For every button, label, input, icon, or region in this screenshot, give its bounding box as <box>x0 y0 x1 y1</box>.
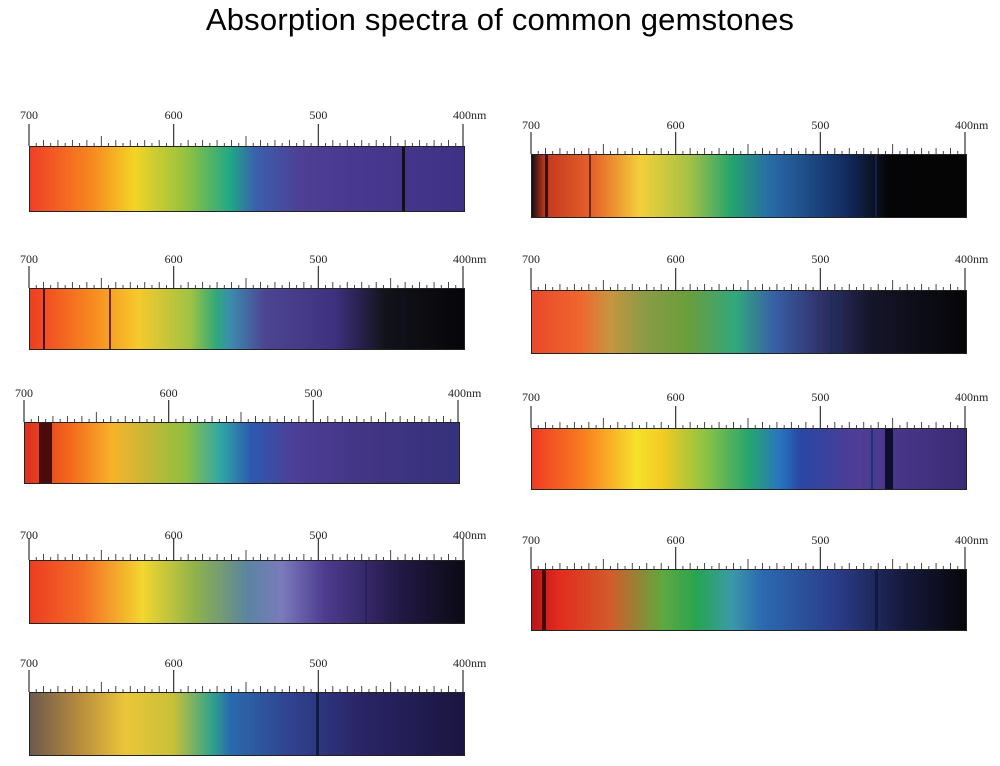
spectrum-8: 700 600 500 400nm <box>522 533 992 643</box>
scale-label: 700 <box>20 656 38 670</box>
absorption-line <box>364 561 367 623</box>
spectrum-band <box>29 288 465 350</box>
spectrum-band <box>531 428 967 490</box>
scale-label: 500 <box>811 118 830 132</box>
scale-label: 500 <box>811 252 830 266</box>
scale-label: 700 <box>20 252 38 266</box>
spectrum-band <box>531 290 967 354</box>
wavelength-ruler <box>530 547 966 569</box>
absorption-line <box>830 291 833 353</box>
spectrum-1: 700 600 500 400nm <box>20 108 490 218</box>
scale-label: 600 <box>666 533 685 547</box>
scale-label: 600 <box>164 528 183 542</box>
absorption-line <box>874 570 878 630</box>
scale-label: 600 <box>164 656 183 670</box>
scale-label: 700 <box>20 528 38 542</box>
spectrum-gradient <box>30 147 464 211</box>
absorption-line <box>839 291 842 353</box>
scale-label: 400nm <box>954 390 989 404</box>
wavelength-ruler <box>28 124 464 146</box>
spectrum-gradient <box>532 570 966 630</box>
spectrum-band <box>29 146 465 212</box>
absorption-line <box>108 289 111 349</box>
absorption-line <box>544 155 548 217</box>
scale-label: 500 <box>309 528 328 542</box>
spectrum-5: 700 600 500 400nm <box>15 386 485 496</box>
spectrum-band <box>531 569 967 631</box>
spectrum-gradient <box>532 291 966 353</box>
scale-label: 500 <box>309 252 328 266</box>
absorption-line <box>875 155 878 217</box>
scale-label: 500 <box>309 108 328 122</box>
wavelength-ruler <box>530 268 966 290</box>
absorption-line <box>376 561 378 623</box>
spectrum-gradient <box>30 561 464 623</box>
scale-label: 700 <box>20 108 38 122</box>
scale-label: 400nm <box>447 386 482 400</box>
scale-label: 500 <box>811 533 830 547</box>
wavelength-ruler <box>28 670 464 692</box>
spectrum-6: 700 600 500 400nm <box>522 390 992 500</box>
scale-label: 600 <box>164 108 183 122</box>
wavelength-ruler <box>23 400 459 422</box>
scale-label: 400nm <box>452 108 487 122</box>
spectrum-band <box>24 422 460 484</box>
absorption-line <box>401 147 405 211</box>
absorption-line <box>588 155 591 217</box>
spectrum-7: 700 600 500 400nm <box>20 528 490 638</box>
absorption-line <box>885 429 894 489</box>
wavelength-ruler <box>28 538 464 560</box>
scale-label: 600 <box>666 390 685 404</box>
scale-label: 500 <box>304 386 323 400</box>
scale-label: 700 <box>522 118 540 132</box>
scale-label: 400nm <box>452 528 487 542</box>
scale-label: 400nm <box>452 656 487 670</box>
spectrum-gradient <box>30 289 464 349</box>
scale-label: 600 <box>666 252 685 266</box>
scale-label: 500 <box>309 656 328 670</box>
spectrum-3: 700 600 500 400nm <box>20 252 490 362</box>
spectrum-2: 700 600 500 400nm <box>522 118 992 228</box>
scale-label: 700 <box>522 390 540 404</box>
spectrum-4: 700 600 500 400nm <box>522 252 992 362</box>
absorption-line <box>541 570 546 630</box>
page-title: Absorption spectra of common gemstones <box>205 2 795 37</box>
spectrum-band <box>29 560 465 624</box>
spectrum-gradient <box>532 429 966 489</box>
absorption-line <box>43 289 46 349</box>
wavelength-ruler <box>530 132 966 154</box>
absorption-line <box>870 429 873 489</box>
spectrum-9: 700 600 500 400nm <box>20 656 490 766</box>
scale-label: 500 <box>811 390 830 404</box>
scale-label: 400nm <box>452 252 487 266</box>
absorption-line <box>402 289 405 349</box>
scale-label: 400nm <box>954 252 989 266</box>
spectrum-gradient <box>30 693 464 755</box>
scale-label: 600 <box>164 252 183 266</box>
absorption-line <box>38 423 52 483</box>
scale-label: 400nm <box>954 533 989 547</box>
spectrum-band <box>29 692 465 756</box>
absorption-line <box>316 693 320 755</box>
scale-label: 600 <box>159 386 178 400</box>
scale-label: 700 <box>522 252 540 266</box>
spectrum-gradient <box>25 423 459 483</box>
scale-label: 600 <box>666 118 685 132</box>
scale-label: 400nm <box>954 118 989 132</box>
wavelength-ruler <box>530 406 966 428</box>
scale-label: 700 <box>522 533 540 547</box>
spectrum-gradient <box>532 155 966 217</box>
spectrum-band <box>531 154 967 218</box>
wavelength-ruler <box>28 266 464 288</box>
scale-label: 700 <box>15 386 33 400</box>
